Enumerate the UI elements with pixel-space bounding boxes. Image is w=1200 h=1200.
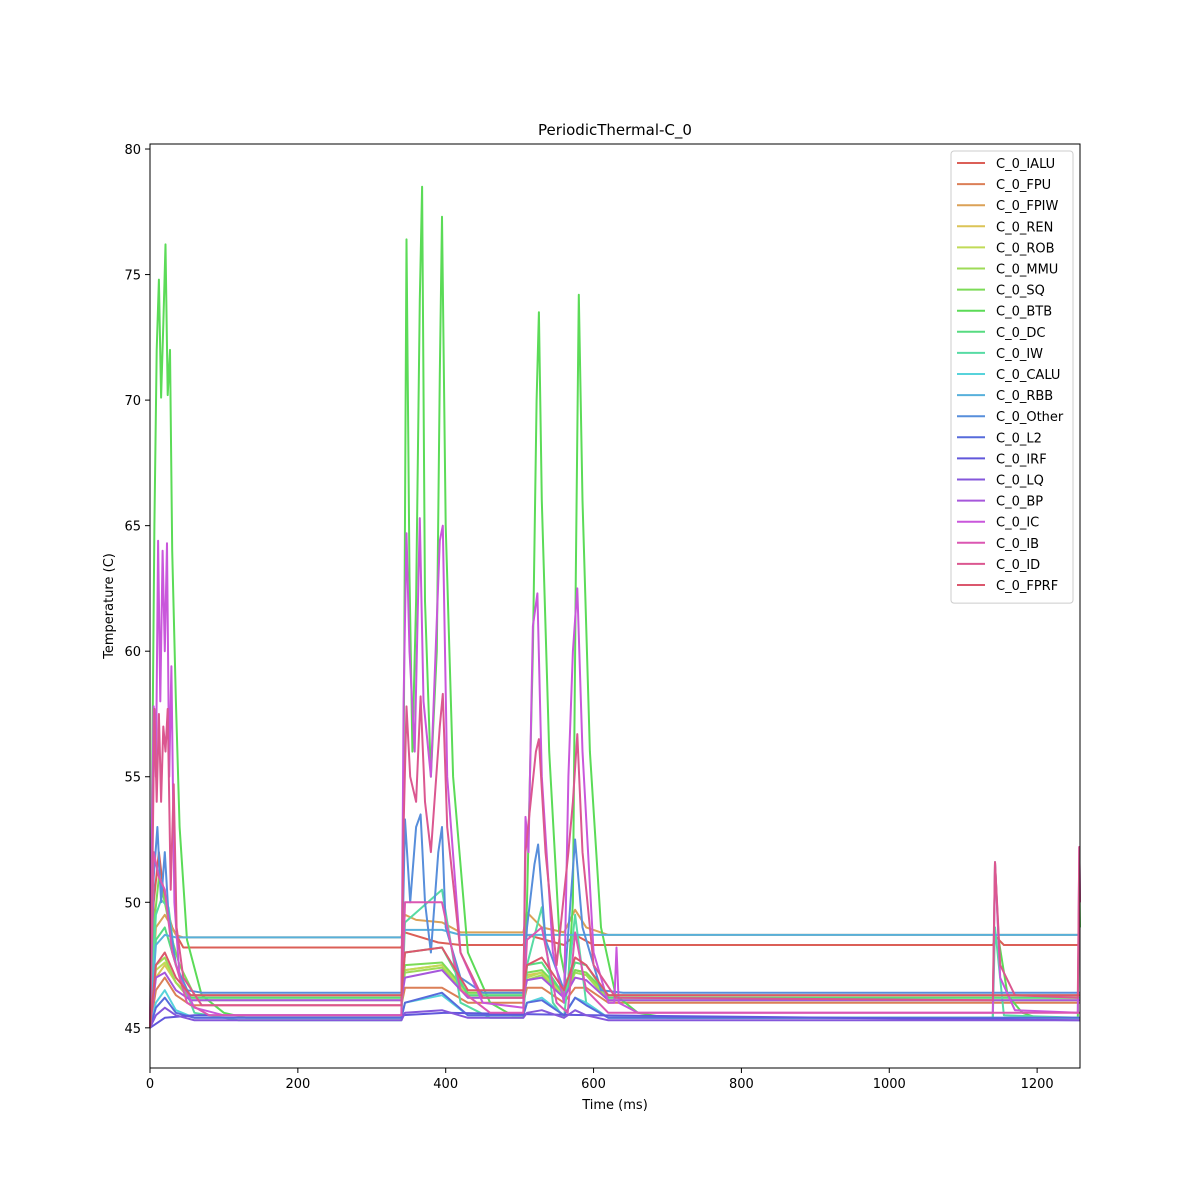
series-line-c-0-bp bbox=[149, 969, 1080, 1028]
legend-entry-label: C_0_LQ bbox=[996, 474, 1044, 489]
y-tick-label: 70 bbox=[124, 394, 141, 409]
series-line-c-0-btb bbox=[149, 185, 1081, 1028]
legend-entry-label: C_0_BTB bbox=[996, 305, 1052, 320]
plot-frame bbox=[149, 143, 1081, 1069]
series-line-c-0-fpiw bbox=[149, 908, 1080, 1028]
legend-entry-label: C_0_Other bbox=[996, 410, 1064, 425]
legend: C_0_IALU C_0_FPU C_0_FPIW C_0_REN C_0_ROB C_0… bbox=[950, 150, 1074, 604]
legend-entry-label: C_0_IW bbox=[996, 347, 1043, 362]
series-line-c-0-lq bbox=[149, 1006, 1080, 1029]
legend-entry-label: C_0_IALU bbox=[996, 157, 1055, 172]
legend-entry-label: C_0_SQ bbox=[996, 284, 1045, 299]
legend-entry-label: C_0_IC bbox=[996, 516, 1039, 531]
series-line-c-0-ic bbox=[149, 517, 1081, 1028]
legend-entry-label: C_0_IB bbox=[996, 537, 1039, 552]
legend-entry-label: C_0_L2 bbox=[996, 431, 1042, 446]
y-tick-label: 65 bbox=[124, 520, 141, 535]
legend-entry-label: C_0_MMU bbox=[996, 263, 1058, 278]
series-line-c-0-ib bbox=[149, 851, 1080, 1028]
x-tick-label: 1200 bbox=[1021, 1077, 1054, 1092]
y-tick-label: 80 bbox=[124, 143, 141, 158]
chart-title: PeriodicThermal-C_0 bbox=[538, 121, 692, 140]
series-line-c-0-iw bbox=[149, 888, 1081, 1028]
x-tick-label: 0 bbox=[146, 1077, 154, 1092]
y-tick-label: 60 bbox=[124, 645, 141, 660]
x-tick-label: 200 bbox=[285, 1077, 310, 1092]
series-line-c-0-id bbox=[149, 692, 1081, 1028]
x-tick-label: 600 bbox=[581, 1077, 606, 1092]
legend-entry-label: C_0_FPIW bbox=[996, 199, 1058, 214]
legend-box bbox=[950, 150, 1074, 604]
y-tick-label: 55 bbox=[124, 771, 141, 786]
y-tick-label: 50 bbox=[124, 896, 141, 911]
plot-lines bbox=[149, 185, 1081, 1029]
legend-entry-label: C_0_ID bbox=[996, 558, 1040, 573]
legend-entry-label: C_0_FPRF bbox=[996, 579, 1058, 594]
y-axis-label: Temperature (C) bbox=[102, 553, 117, 660]
x-tick-label: 400 bbox=[433, 1077, 458, 1092]
x-axis: 0 200 400 600 800 1000 1200 bbox=[146, 1068, 1054, 1092]
legend-entry-label: C_0_ROB bbox=[996, 241, 1055, 256]
legend-entry-label: C_0_FPU bbox=[996, 178, 1051, 193]
series-line-c-0-rbb bbox=[149, 928, 1080, 1028]
x-axis-label: Time (ms) bbox=[581, 1098, 648, 1113]
legend-entry-label: C_0_BP bbox=[996, 495, 1043, 510]
y-axis: 45 50 55 60 65 70 75 80 bbox=[124, 143, 150, 1037]
legend-entry-label: C_0_IRF bbox=[996, 452, 1047, 467]
series-line-c-0-fpu bbox=[149, 976, 1080, 1028]
legend-entry-label: C_0_DC bbox=[996, 326, 1045, 341]
series-line-c-0-l2 bbox=[149, 991, 1080, 1029]
y-tick-label: 75 bbox=[124, 269, 141, 284]
x-tick-label: 800 bbox=[729, 1077, 754, 1092]
legend-entry-label: C_0_CALU bbox=[996, 368, 1060, 383]
legend-entry-label: C_0_REN bbox=[996, 220, 1053, 235]
legend-entry-label: C_0_RBB bbox=[996, 389, 1053, 404]
x-tick-label: 1000 bbox=[873, 1077, 906, 1092]
series-line-c-0-fprf bbox=[149, 946, 1080, 1028]
y-tick-label: 45 bbox=[124, 1022, 141, 1037]
